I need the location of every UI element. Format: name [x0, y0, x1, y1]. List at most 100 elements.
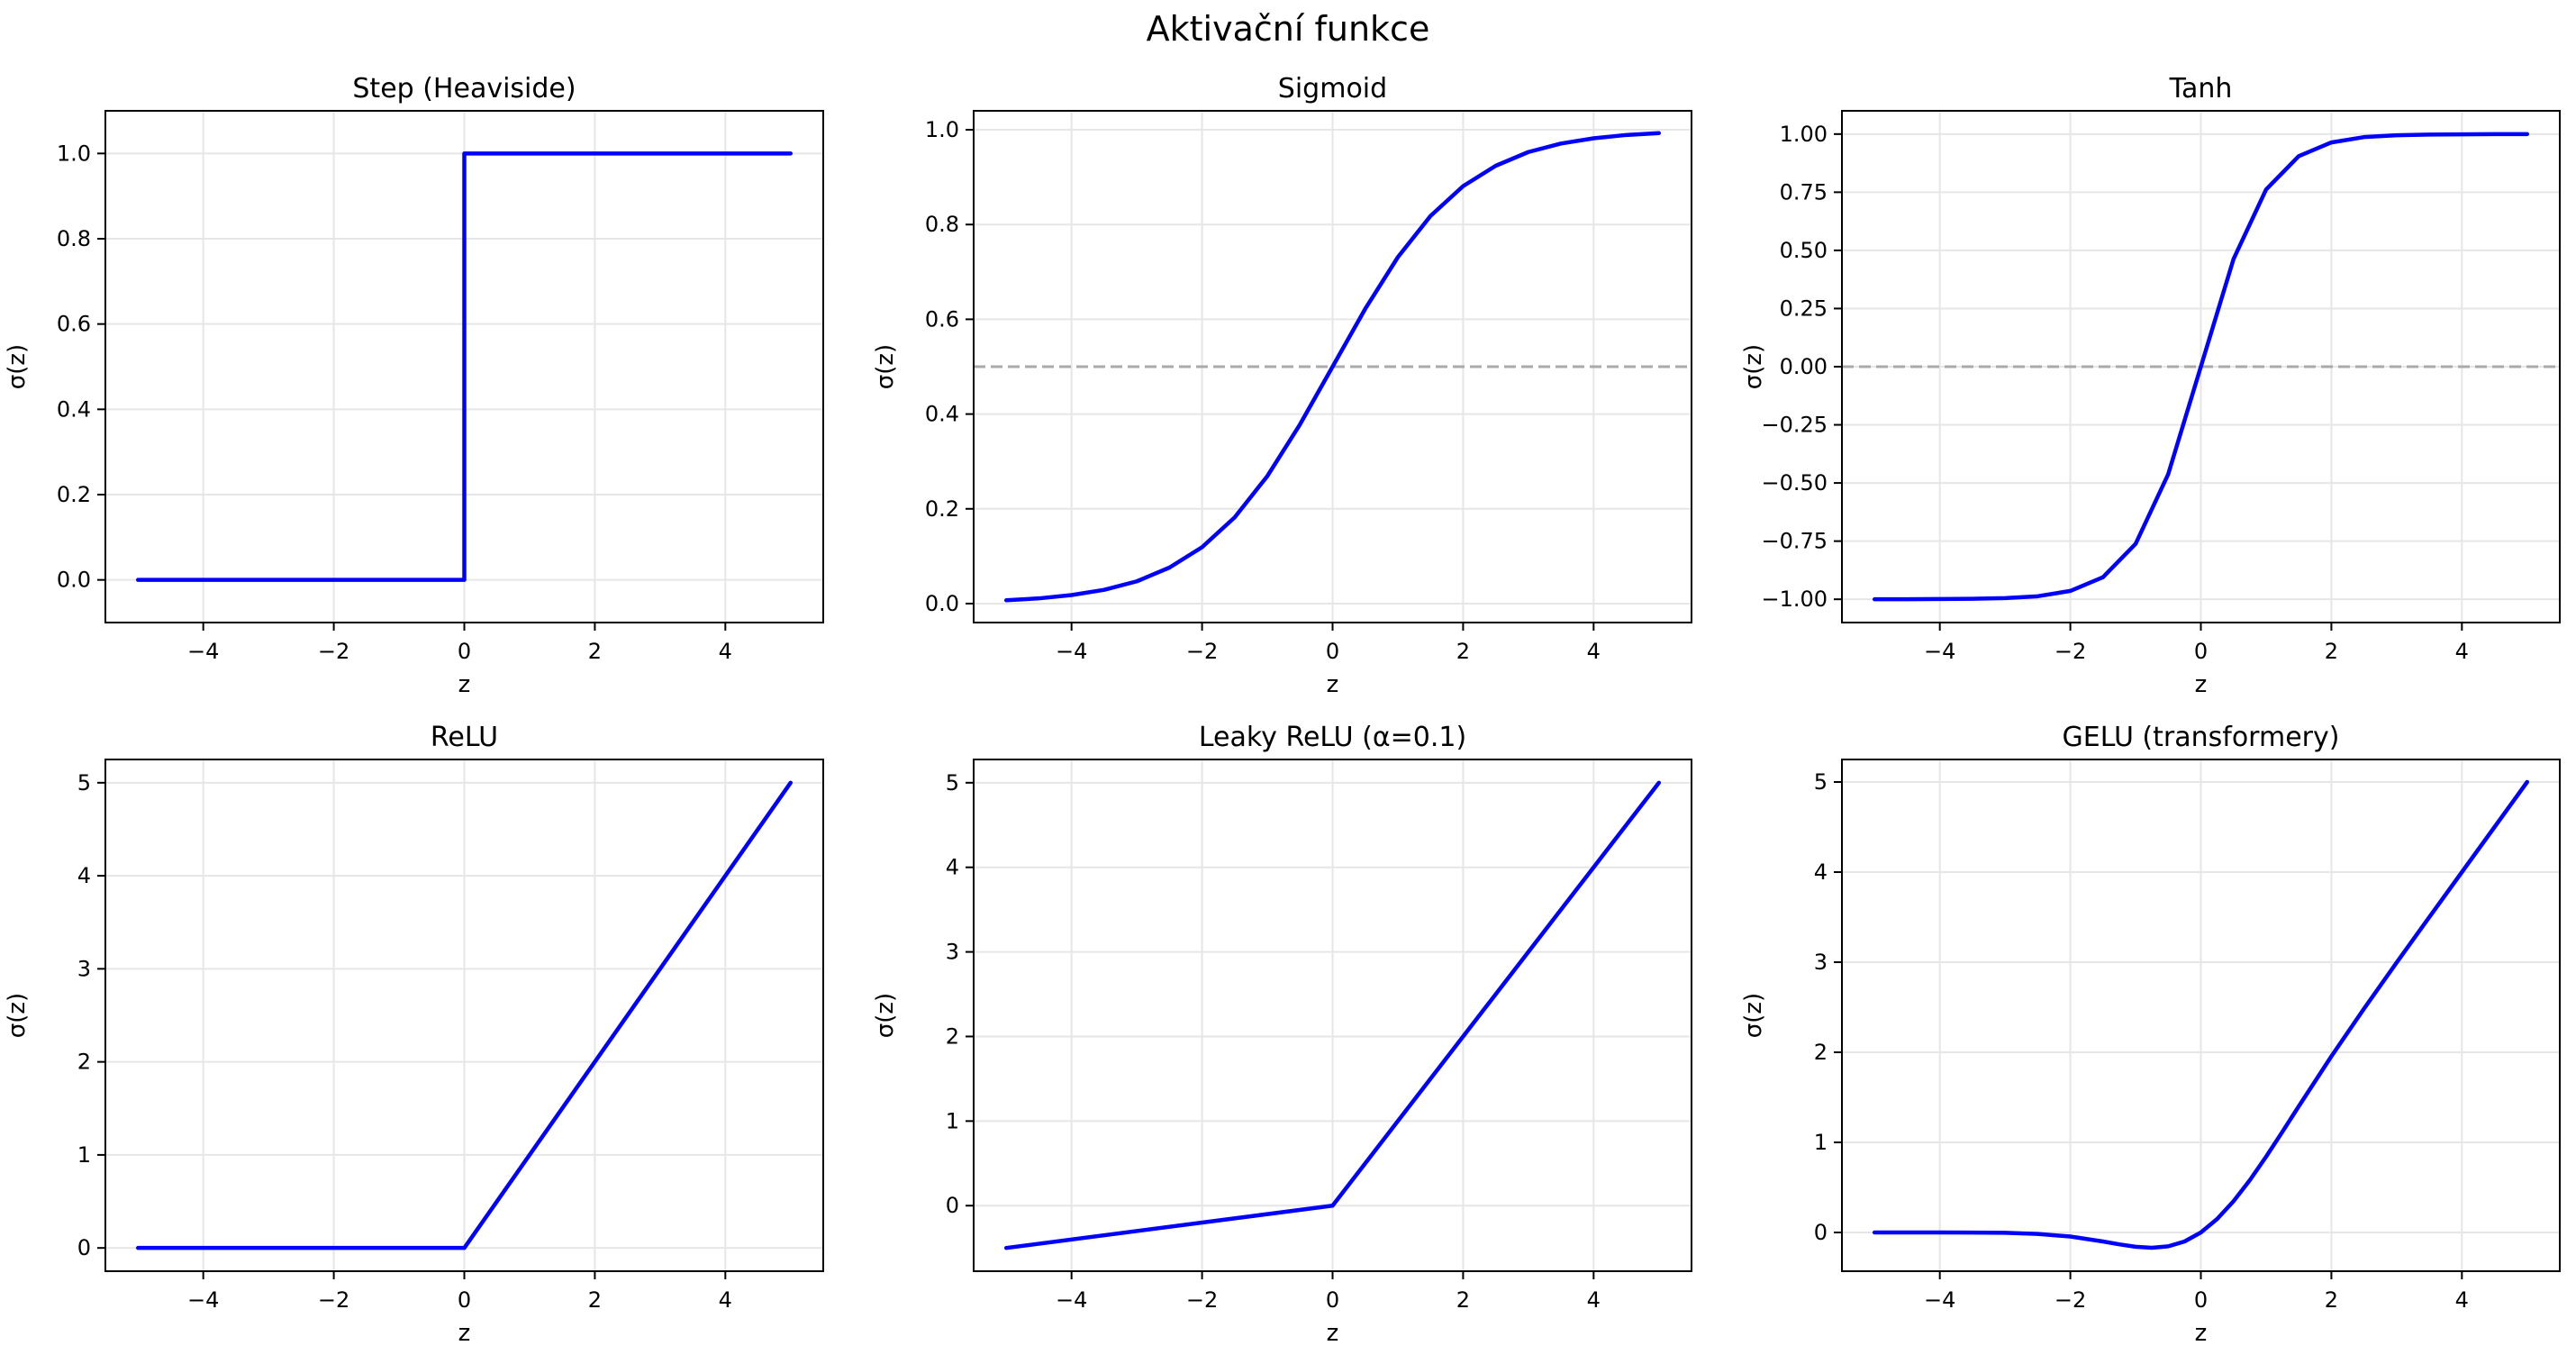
y-tick-label: 0 [1814, 1220, 1828, 1245]
y-tick-label: 3 [1814, 950, 1828, 975]
x-tick-label: 0 [1326, 639, 1339, 664]
chart-title: GELU (transformery) [2063, 722, 2340, 753]
chart-title: Sigmoid [1278, 73, 1387, 105]
x-tick-label: 0 [2194, 639, 2208, 664]
y-tick-label: 0.8 [925, 212, 959, 237]
series-line [1872, 132, 2530, 602]
chart-title: Leaky ReLU (α=0.1) [1199, 722, 1466, 753]
y-axis-label: σ(z) [1740, 993, 1767, 1038]
x-axis-label: z [1327, 671, 1339, 698]
x-tick-label: 4 [719, 1287, 732, 1313]
x-tick-label: 0 [2194, 1287, 2208, 1313]
y-tick-label: 1 [77, 1142, 91, 1168]
x-axis-label: z [2195, 1320, 2208, 1347]
y-tick-label: 2 [946, 1023, 959, 1049]
x-tick-label: 0 [458, 1287, 471, 1313]
chart-title: Step (Heaviside) [352, 73, 576, 105]
chart-panel-1: −4 −2 0 2 4 0.0 0.2 0.4 0.6 0.8 1.0 Step (Heaviside… [4, 73, 824, 698]
y-tick-label: 0.00 [1780, 354, 1828, 379]
y-tick-label: 5 [946, 770, 959, 796]
x-tick-label: 2 [588, 639, 602, 664]
y-tick-label: 0.0 [925, 591, 959, 616]
x-tick-label: 2 [2325, 1287, 2338, 1313]
y-tick-label: 3 [77, 956, 91, 981]
y-tick-label: 0.8 [57, 226, 91, 251]
chart-panel-4: −4 −2 0 2 4 0 1 2 3 4 5 ReLU z σ(z) [4, 722, 824, 1347]
y-tick-label: −0.50 [1761, 470, 1828, 496]
x-tick-label: 2 [1456, 1287, 1470, 1313]
y-tick-label: −1.00 [1761, 587, 1828, 612]
y-axis-label: σ(z) [872, 993, 899, 1038]
y-tick-label: 0.0 [57, 568, 91, 593]
x-tick-label: 2 [2325, 639, 2338, 664]
x-tick-label: 0 [1326, 1287, 1339, 1313]
series-line [135, 780, 794, 1250]
chart-title: Tanh [2169, 73, 2233, 105]
x-axis-label: z [2195, 671, 2208, 698]
y-axis-label: σ(z) [4, 344, 31, 389]
x-tick-label: 2 [588, 1287, 602, 1313]
x-tick-label: −2 [2054, 1287, 2086, 1313]
x-tick-label: −4 [1924, 639, 1955, 664]
x-tick-label: −2 [318, 1287, 349, 1313]
chart-title: ReLU [431, 722, 498, 753]
y-tick-label: 3 [946, 940, 959, 965]
y-tick-label: 2 [1814, 1040, 1828, 1065]
y-tick-label: 0.6 [925, 306, 959, 332]
x-tick-label: 4 [1587, 639, 1601, 664]
x-tick-label: 4 [1587, 1287, 1601, 1313]
series-line [1872, 779, 2530, 1250]
series-line [1003, 780, 1662, 1250]
chart-panel-3: −4 −2 0 2 4 −1.00 −0.75 −0.50 −0.25 0.00 0.25 0.50 0… [1740, 73, 2561, 698]
x-tick-label: −4 [1056, 1287, 1087, 1313]
x-tick-label: −4 [187, 1287, 219, 1313]
y-axis-label: σ(z) [872, 344, 899, 389]
series-line [1003, 131, 1662, 603]
y-axis-label: σ(z) [1740, 344, 1767, 389]
y-tick-label: 4 [77, 863, 91, 888]
y-tick-label: 0.50 [1780, 238, 1828, 263]
y-tick-label: 5 [1814, 769, 1828, 795]
x-tick-label: −2 [1186, 1287, 1218, 1313]
y-tick-label: −0.75 [1761, 529, 1828, 554]
y-tick-label: 0.6 [57, 312, 91, 337]
x-tick-label: −2 [1186, 639, 1218, 664]
figure-title: Aktivační funkce [1146, 9, 1430, 49]
chart-panel-2: −4 −2 0 2 4 0.0 0.2 0.4 0.6 0.8 1.0 Sigmoid z σ(z) [872, 73, 1692, 698]
y-tick-label: 1.00 [1780, 122, 1828, 147]
y-tick-label: −0.25 [1761, 413, 1828, 438]
y-axis-label: σ(z) [4, 993, 31, 1038]
x-axis-label: z [458, 1320, 471, 1347]
x-tick-label: 2 [1456, 639, 1470, 664]
y-tick-label: 0.4 [57, 396, 91, 422]
y-tick-label: 1 [1814, 1130, 1828, 1155]
x-axis-label: z [458, 671, 471, 698]
y-tick-label: 5 [77, 770, 91, 796]
y-tick-label: 2 [77, 1050, 91, 1075]
x-axis-label: z [1327, 1320, 1339, 1347]
x-tick-label: −2 [318, 639, 349, 664]
chart-panel-5: −4 −2 0 2 4 0 1 2 3 4 5 Leaky ReLU (α=0.1) z σ(z) [872, 722, 1692, 1347]
y-tick-label: 0.2 [925, 496, 959, 522]
y-tick-label: 1.0 [925, 117, 959, 142]
x-tick-label: 4 [2455, 639, 2469, 664]
y-tick-label: 0.75 [1780, 179, 1828, 205]
x-tick-label: −4 [187, 639, 219, 664]
y-tick-label: 1 [946, 1108, 959, 1133]
x-tick-label: −4 [1924, 1287, 1955, 1313]
y-tick-label: 0 [77, 1235, 91, 1260]
x-tick-label: 0 [458, 639, 471, 664]
y-tick-label: 1.0 [57, 141, 91, 166]
y-tick-label: 0.25 [1780, 296, 1828, 321]
series-line [135, 151, 794, 582]
y-tick-label: 0.4 [925, 402, 959, 427]
y-tick-label: 0.2 [57, 482, 91, 507]
x-tick-label: 4 [2455, 1287, 2469, 1313]
y-tick-label: 4 [1814, 859, 1828, 885]
x-tick-label: 4 [719, 639, 732, 664]
x-tick-label: −2 [2054, 639, 2086, 664]
chart-panel-6: −4 −2 0 2 4 0 1 2 3 4 5 GELU (transformery) z σ(z) [1740, 722, 2561, 1347]
y-tick-label: 4 [946, 855, 959, 880]
